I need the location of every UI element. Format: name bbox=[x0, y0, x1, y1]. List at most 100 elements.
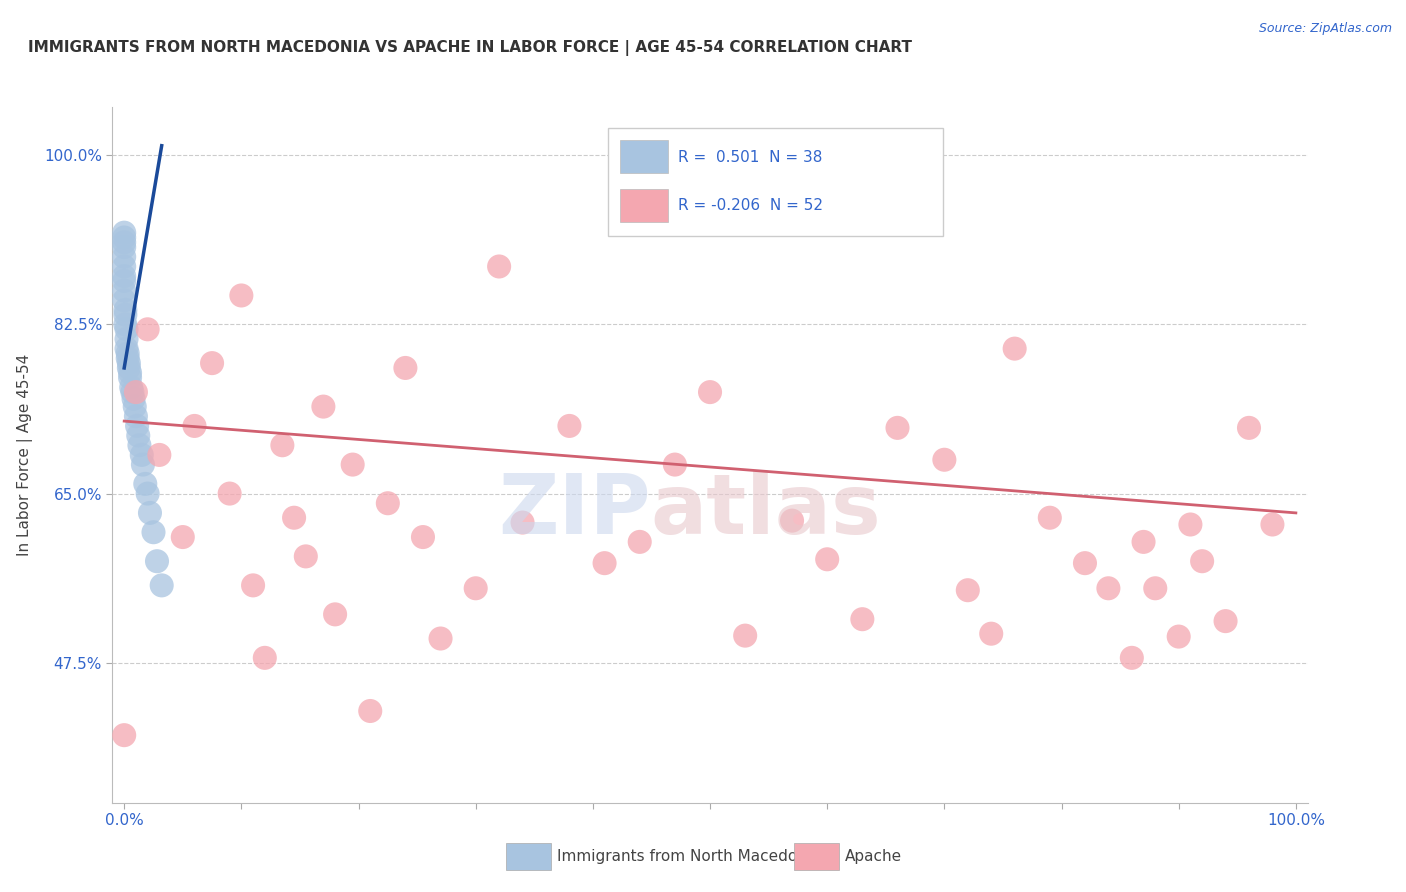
Point bbox=[172, 530, 194, 544]
FancyBboxPatch shape bbox=[620, 189, 668, 222]
Point bbox=[127, 428, 149, 442]
Point bbox=[231, 288, 253, 302]
Point bbox=[139, 506, 162, 520]
Point bbox=[125, 409, 148, 424]
Point bbox=[1132, 534, 1154, 549]
Point bbox=[201, 356, 224, 370]
Point bbox=[593, 556, 616, 570]
Point bbox=[283, 510, 305, 524]
Point bbox=[342, 458, 364, 472]
Point bbox=[734, 629, 756, 643]
Point bbox=[114, 308, 136, 322]
Point bbox=[934, 452, 956, 467]
Point bbox=[131, 448, 153, 462]
Point bbox=[117, 346, 139, 360]
Point bbox=[1144, 581, 1167, 595]
Point bbox=[1039, 510, 1062, 524]
Point bbox=[114, 302, 136, 317]
Point bbox=[1121, 651, 1143, 665]
FancyBboxPatch shape bbox=[609, 128, 943, 235]
Point bbox=[851, 612, 873, 626]
Text: IMMIGRANTS FROM NORTH MACEDONIA VS APACHE IN LABOR FORCE | AGE 45-54 CORRELATION: IMMIGRANTS FROM NORTH MACEDONIA VS APACH… bbox=[28, 40, 912, 56]
Text: ZIP: ZIP bbox=[498, 470, 651, 551]
Y-axis label: In Labor Force | Age 45-54: In Labor Force | Age 45-54 bbox=[17, 354, 32, 556]
Point bbox=[112, 230, 135, 244]
Point bbox=[512, 516, 534, 530]
Point bbox=[120, 366, 141, 380]
Point bbox=[112, 235, 135, 250]
Point bbox=[118, 356, 141, 370]
Point bbox=[664, 458, 686, 472]
Point bbox=[1097, 581, 1119, 595]
Text: R = -0.206  N = 52: R = -0.206 N = 52 bbox=[678, 198, 823, 213]
Point bbox=[121, 385, 143, 400]
Point bbox=[359, 704, 381, 718]
Point bbox=[312, 400, 335, 414]
Point bbox=[132, 458, 155, 472]
Point bbox=[183, 418, 205, 433]
FancyBboxPatch shape bbox=[620, 140, 668, 173]
Point bbox=[112, 250, 135, 264]
Point bbox=[136, 486, 159, 500]
Point bbox=[699, 385, 721, 400]
Point bbox=[125, 385, 148, 400]
Point bbox=[150, 578, 173, 592]
Point bbox=[271, 438, 294, 452]
Point bbox=[429, 632, 451, 646]
Point bbox=[142, 525, 165, 540]
Point bbox=[488, 260, 510, 274]
Point bbox=[120, 370, 141, 384]
Point bbox=[323, 607, 346, 622]
Text: Apache: Apache bbox=[845, 849, 903, 863]
Point bbox=[218, 486, 240, 500]
Point bbox=[127, 418, 149, 433]
Point bbox=[112, 240, 135, 254]
Point bbox=[124, 400, 146, 414]
Point bbox=[1180, 517, 1202, 532]
Point bbox=[1074, 556, 1097, 570]
Point bbox=[558, 418, 581, 433]
Point bbox=[780, 514, 803, 528]
Point bbox=[394, 360, 416, 375]
Point bbox=[112, 293, 135, 308]
Point bbox=[1004, 342, 1026, 356]
Point bbox=[114, 318, 136, 332]
Point bbox=[148, 448, 170, 462]
Point bbox=[815, 552, 838, 566]
Point bbox=[128, 438, 150, 452]
Point bbox=[112, 815, 135, 830]
Point bbox=[134, 476, 156, 491]
Point bbox=[1261, 517, 1284, 532]
Point bbox=[377, 496, 399, 510]
Point bbox=[412, 530, 434, 544]
Point bbox=[112, 728, 135, 742]
Point bbox=[253, 651, 276, 665]
Point bbox=[115, 332, 138, 346]
Point bbox=[1191, 554, 1213, 568]
Point bbox=[112, 226, 135, 240]
Point bbox=[122, 392, 145, 406]
Point bbox=[115, 322, 138, 336]
Point bbox=[628, 534, 651, 549]
Point bbox=[956, 583, 979, 598]
Point bbox=[886, 421, 908, 435]
Point bbox=[1215, 614, 1237, 628]
Point bbox=[464, 581, 486, 595]
Point bbox=[112, 269, 135, 284]
Point bbox=[136, 322, 159, 336]
Point bbox=[295, 549, 318, 564]
Point bbox=[112, 260, 135, 274]
Point bbox=[112, 284, 135, 298]
Point bbox=[242, 578, 264, 592]
Text: Source: ZipAtlas.com: Source: ZipAtlas.com bbox=[1258, 22, 1392, 36]
Text: Immigrants from North Macedonia: Immigrants from North Macedonia bbox=[557, 849, 820, 863]
Text: atlas: atlas bbox=[651, 470, 882, 551]
Point bbox=[120, 380, 142, 394]
Point bbox=[1167, 630, 1189, 644]
Text: R =  0.501  N = 38: R = 0.501 N = 38 bbox=[678, 150, 823, 165]
Point bbox=[980, 626, 1002, 640]
Point bbox=[112, 274, 135, 288]
Point bbox=[117, 351, 139, 366]
Point bbox=[1237, 421, 1260, 435]
Point bbox=[115, 342, 138, 356]
